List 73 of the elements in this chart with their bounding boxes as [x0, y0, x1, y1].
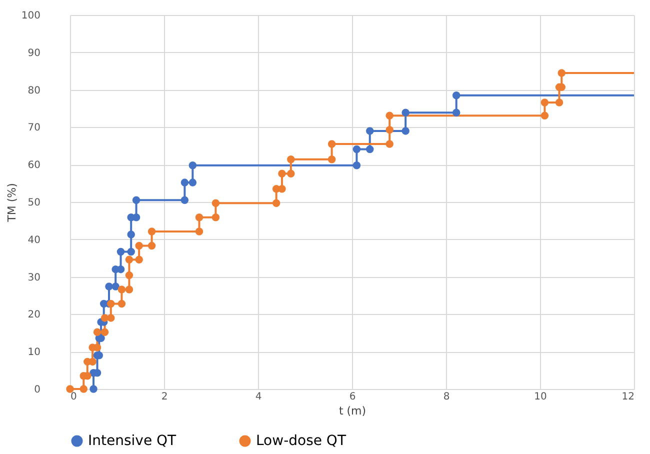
point [112, 282, 120, 290]
y-tick-label: 50 [28, 198, 40, 208]
x-tick-label: 0 [70, 392, 77, 402]
point [135, 256, 143, 264]
y-tick-label: 40 [28, 234, 40, 246]
y-axis-title: TM (%) [5, 183, 18, 223]
x-axis-title: t (m) [338, 404, 366, 418]
point [402, 127, 410, 135]
legend-label: Intensive QT [88, 433, 177, 449]
point [287, 170, 295, 178]
point [188, 161, 197, 170]
point [402, 108, 410, 116]
point [180, 178, 189, 186]
point [125, 271, 134, 280]
point [80, 385, 88, 393]
x-tick-label: 10 [534, 392, 547, 402]
point [352, 161, 361, 170]
point [90, 385, 98, 393]
point [125, 286, 134, 294]
x-tick-label: 4 [255, 392, 262, 402]
point [132, 196, 140, 204]
point [452, 108, 460, 116]
point [386, 112, 394, 120]
point [328, 156, 336, 164]
legend-label: Low-dose QT [256, 433, 346, 449]
y-tick-label: 30 [28, 272, 40, 284]
point [135, 242, 143, 250]
point [188, 178, 197, 186]
point [118, 300, 126, 308]
y-tick-label: 100 [21, 10, 40, 22]
point [328, 140, 336, 148]
y-tick-label: 90 [28, 48, 40, 59]
y-tick-label: 20 [28, 310, 40, 321]
y-tick-label: 0 [34, 384, 40, 396]
y-tick-label: 70 [28, 122, 40, 134]
point [125, 256, 134, 264]
point [555, 98, 564, 106]
x-tick-label: 2 [161, 392, 168, 402]
point [118, 286, 126, 294]
point [180, 196, 189, 204]
point [195, 228, 204, 236]
point [148, 242, 156, 250]
point [212, 199, 220, 207]
point [93, 328, 102, 336]
point [287, 156, 295, 164]
x-tick-label: 12 [622, 392, 634, 402]
point [127, 248, 135, 256]
point [105, 282, 113, 290]
point [352, 145, 361, 154]
point [66, 385, 74, 393]
point [272, 199, 280, 207]
point [148, 228, 156, 236]
y-tick-label: 10 [28, 347, 40, 358]
point [452, 92, 460, 100]
point [278, 170, 286, 178]
y-tick-label: 60 [28, 160, 40, 172]
point [366, 127, 374, 135]
point [116, 248, 125, 256]
point [212, 213, 220, 222]
point [540, 112, 549, 120]
point [366, 145, 374, 154]
point [278, 185, 286, 193]
y-tick-label: 80 [28, 85, 40, 96]
x-tick-label: 6 [349, 392, 356, 402]
point [540, 98, 549, 106]
x-tick-label: 8 [443, 392, 450, 402]
point [386, 140, 394, 148]
point [127, 230, 135, 238]
point [558, 69, 566, 77]
point [195, 213, 204, 222]
point [386, 126, 394, 134]
point [100, 328, 109, 336]
point [107, 314, 115, 322]
